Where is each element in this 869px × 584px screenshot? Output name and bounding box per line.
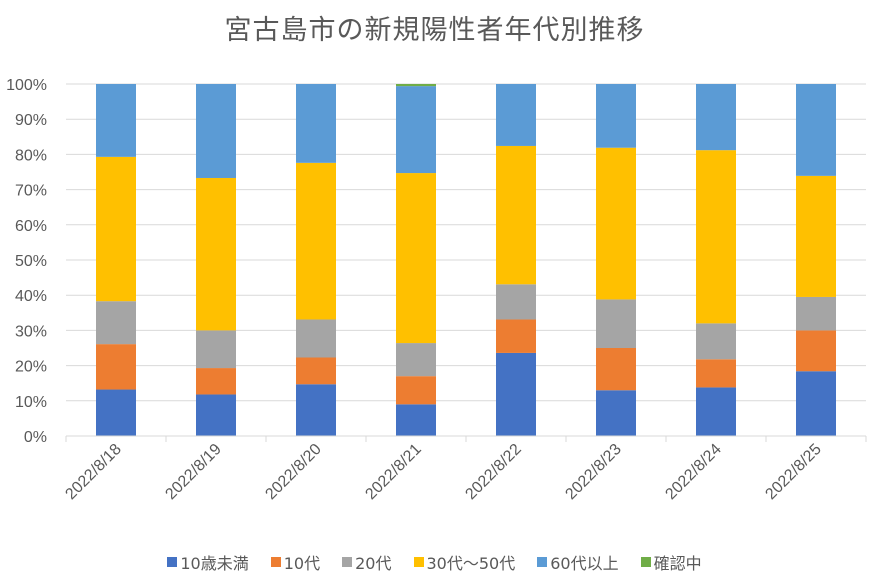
legend: 10歳未満 10代 20代 30代～50代 60代以上 確認中 [0,550,869,574]
bar-segment [696,84,736,151]
legend-label: 10代 [283,554,321,573]
bar-segment [296,162,336,320]
x-tick-label: 2022/8/22 [462,441,524,503]
legend-item: 20代 [342,550,392,574]
bar-segment [796,330,836,372]
y-tick-label: 0% [24,429,47,446]
legend-swatch [167,557,178,567]
y-tick-label: 20% [15,359,47,376]
x-tick-label: 2022/8/19 [162,441,224,503]
bar-segment [396,343,436,377]
bar-segment [696,323,736,360]
y-tick-label: 100% [6,77,47,94]
bar-segment [396,404,436,436]
x-tick-label: 2022/8/24 [662,441,724,503]
y-tick-label: 60% [15,218,47,235]
bar-segment [696,150,736,324]
legend-swatch [270,557,281,567]
legend-label: 30代～50代 [426,554,516,573]
y-tick-label: 50% [15,253,47,270]
x-tick-label: 2022/8/20 [262,441,324,503]
y-tick-label: 40% [15,288,47,305]
bar-segment [396,84,436,87]
bar-segment [396,376,436,405]
bar-segment [196,368,236,395]
legend-item: 確認中 [640,550,702,574]
x-tick-label: 2022/8/23 [562,441,624,503]
bar-segment [796,175,836,297]
y-tick-label: 80% [15,147,47,164]
bar-segment [296,357,336,385]
y-tick-label: 90% [15,112,47,129]
bar-segment [296,84,336,163]
bar-segment [496,145,536,285]
bar-segment [96,344,136,390]
legend-swatch [413,557,424,567]
chart-title: 宮古島市の新規陽性者年代別推移 [224,15,645,46]
legend-label: 確認中 [653,554,702,573]
bar-segment [96,84,136,157]
bar-segment [496,284,536,320]
bar-segment [596,147,636,300]
bar-segment [696,359,736,388]
bar-segment [796,296,836,331]
bar-segment [196,177,236,331]
bar-segment [96,301,136,345]
bar-segment [496,319,536,353]
bar-segment [196,84,236,178]
bar-segment [496,84,536,146]
bar-segment [596,390,636,436]
x-tick-label: 2022/8/25 [762,441,824,503]
bar-segment [596,299,636,348]
bar-segment [796,371,836,436]
y-tick-label: 10% [15,394,47,411]
legend-label: 20代 [355,554,392,573]
legend-item: 10代 [270,550,321,574]
bar-segment [296,384,336,436]
bar-segment [696,387,736,436]
legend-swatch [342,557,353,567]
y-tick-label: 70% [15,183,47,200]
bar-segment [96,389,136,436]
bar-segment [396,173,436,344]
bar-segment [196,330,236,369]
legend-item: 10歳未満 [167,550,249,574]
bar-segment [296,319,336,358]
y-tick-label: 30% [15,323,47,340]
bar-segment [596,348,636,391]
legend-label: 60代以上 [550,554,619,573]
bar-segment [796,84,836,176]
legend-label: 10歳未満 [180,554,249,573]
x-tick-label: 2022/8/18 [62,441,124,503]
legend-item: 60代以上 [537,550,619,574]
legend-item: 30代～50代 [413,550,516,574]
legend-swatch [640,557,651,567]
bar-segment [396,86,436,174]
bar-segment [496,352,536,436]
bar-segment [596,84,636,148]
legend-swatch [537,557,548,567]
bar-segment [96,156,136,302]
x-tick-label: 2022/8/21 [362,441,424,503]
bar-segment [196,394,236,436]
